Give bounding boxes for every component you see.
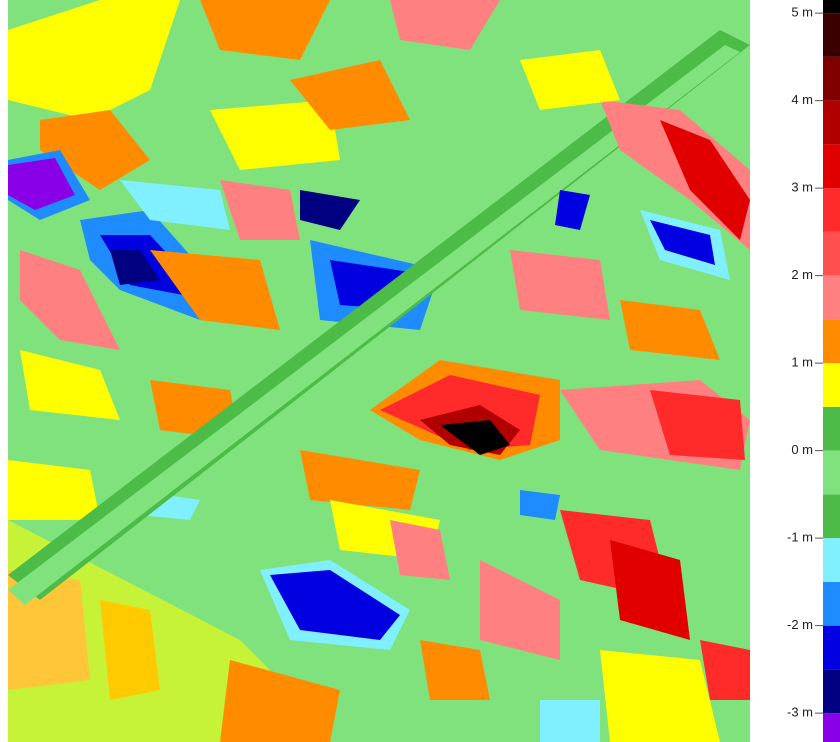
colorbar-bins: [823, 0, 840, 742]
colorbar-bin: [823, 144, 840, 188]
colorbar-tick-label: -2 m: [787, 617, 813, 632]
colorbar-tick-label: 4 m: [791, 92, 813, 107]
colorbar-bin: [823, 0, 840, 13]
colorbar: 5 m 4 m 3 m 2 m 1 m 0 m -1 m -2 m -3 m: [787, 0, 840, 742]
colorbar-bin: [823, 407, 840, 451]
colorbar-bin: [823, 451, 840, 495]
colorbar-bin: [823, 582, 840, 626]
colorbar-tick-label: 5 m: [791, 5, 813, 20]
colorbar-bin: [823, 363, 840, 407]
colorbar-bin: [823, 101, 840, 145]
colorbar-bin: [823, 276, 840, 320]
colorbar-bin: [823, 669, 840, 713]
colorbar-tick-label: -3 m: [787, 705, 813, 720]
colorbar-tick-label: 1 m: [791, 355, 813, 370]
colorbar-tick-label: 2 m: [791, 267, 813, 282]
colorbar-bin: [823, 188, 840, 232]
colorbar-tick-label: 3 m: [791, 180, 813, 195]
colorbar-bin: [823, 626, 840, 670]
colorbar-bin: [823, 232, 840, 276]
colorbar-bin: [823, 494, 840, 538]
elevation-raster: [8, 0, 750, 742]
colorbar-bin: [823, 538, 840, 582]
colorbar-tick-label: -1 m: [787, 530, 813, 545]
map-view: 5 m 4 m 3 m 2 m 1 m 0 m -1 m -2 m -3 m: [0, 0, 840, 742]
colorbar-bin: [823, 319, 840, 363]
colorbar-bin: [823, 13, 840, 57]
colorbar-bin: [823, 713, 840, 742]
colorbar-tick-label: 0 m: [791, 442, 813, 457]
colorbar-bin: [823, 57, 840, 101]
